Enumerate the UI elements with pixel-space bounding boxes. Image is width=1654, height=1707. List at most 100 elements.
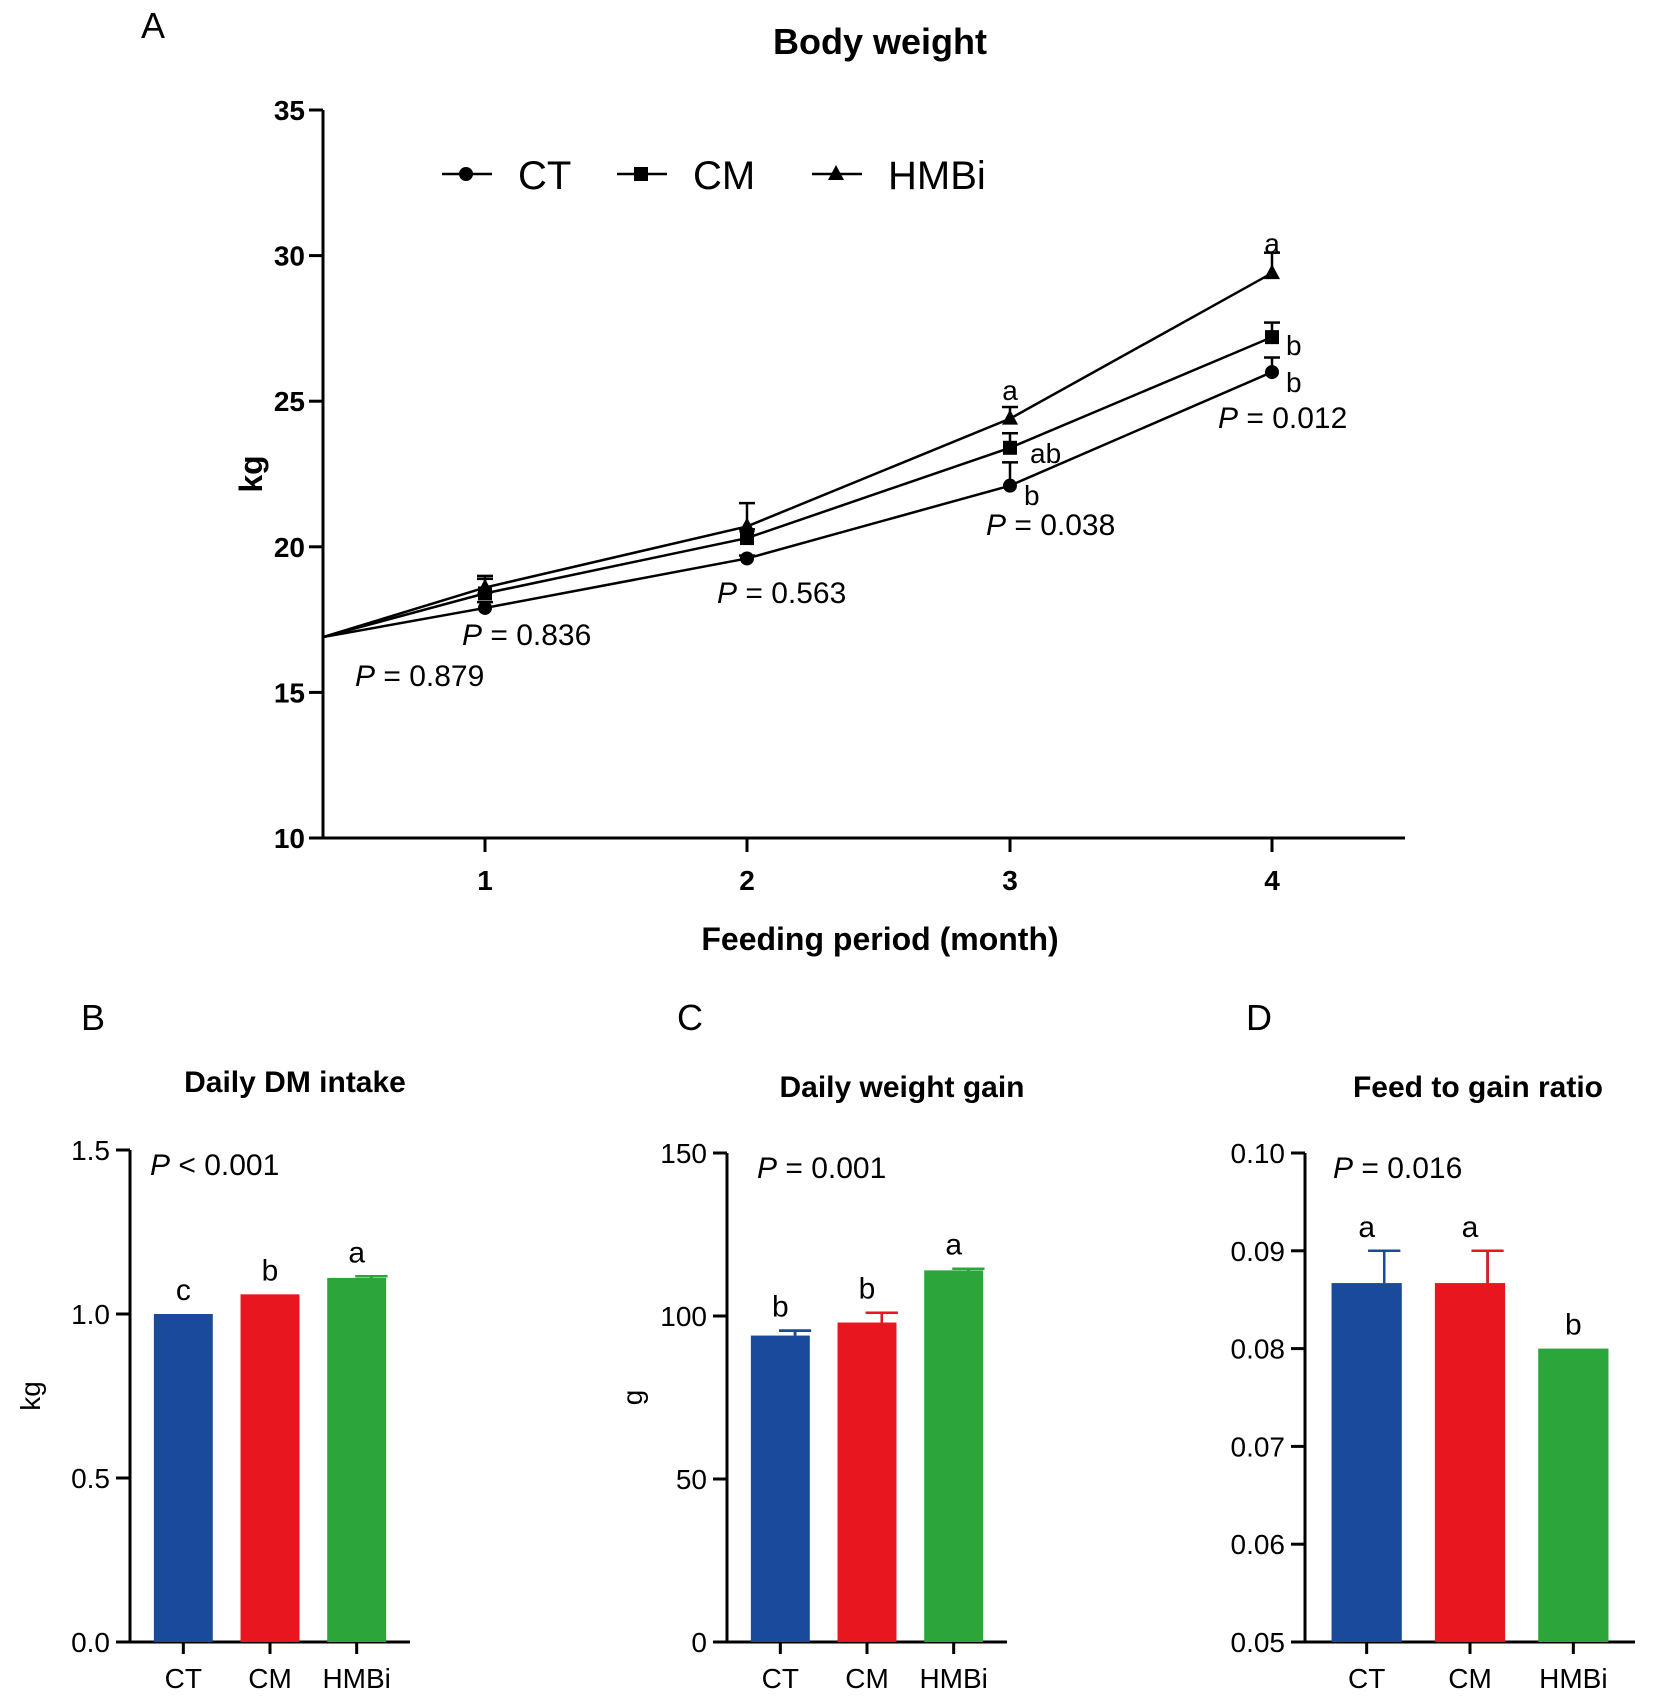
p-value-a-0: P = 0.879 [355, 660, 484, 693]
chart-b-y-tick-label: 0.5 [71, 1463, 110, 1494]
legend-label-hmbi: HMBi [888, 154, 986, 198]
bar-c-hmbi [924, 1270, 984, 1642]
p-value-a-2: P = 0.563 [717, 577, 846, 610]
bar-b-ct [153, 1314, 213, 1642]
sig-letter-m4-hmbi: a [1264, 228, 1280, 259]
p-value-a-2-value: = 0.563 [737, 577, 846, 610]
chart-d-x-tick-label: CT [1348, 1663, 1385, 1694]
chart-d-y-tick-label: 0.07 [1231, 1431, 1286, 1462]
p-value-a-4-value: = 0.012 [1238, 402, 1347, 435]
p-value-a-1-symbol: P [462, 619, 482, 652]
chart-c-y-label: g [617, 1390, 648, 1406]
chart-b-x-tick-label: CT [165, 1663, 202, 1694]
chart-d-title: Feed to gain ratio [1353, 1071, 1603, 1104]
p-value-a-3: P = 0.038 [986, 509, 1115, 542]
marker-ct [1003, 478, 1017, 493]
sig-letter-m3-ct: b [1024, 480, 1040, 511]
chart-c-y-tick-label: 0 [691, 1627, 707, 1658]
legend-marker-hmbi [828, 165, 844, 180]
p-value-a-0-value: = 0.879 [375, 660, 484, 693]
sig-letter-b-hmbi: a [348, 1236, 365, 1269]
sig-letter-m4-cm: b [1286, 330, 1302, 361]
chart-d-y-tick-label: 0.10 [1231, 1138, 1286, 1169]
chart-d-y-tick-label: 0.08 [1231, 1334, 1286, 1365]
chart-d-y-tick-label: 0.09 [1231, 1236, 1286, 1267]
panel-label-c: C [677, 997, 703, 1038]
chart-a-y-tick-label: 15 [274, 677, 305, 708]
panel-label-b: B [81, 997, 105, 1038]
chart-c-x-tick-label: CT [762, 1663, 799, 1694]
chart-d-y-tick-label: 0.06 [1231, 1529, 1286, 1560]
bar-d-hmbi [1538, 1348, 1609, 1642]
sig-letter-d-ct: a [1358, 1211, 1375, 1244]
chart-c-y-tick-label: 100 [660, 1301, 707, 1332]
sig-letter-c-cm: b [859, 1273, 876, 1306]
bar-d-cm [1434, 1283, 1506, 1642]
p-value-b: P < 0.001 [150, 1149, 279, 1182]
chart-c-y-tick-label: 150 [660, 1138, 707, 1169]
bar-b-cm [240, 1294, 300, 1642]
marker-cm [1265, 330, 1279, 345]
chart-c-y-tick-label: 50 [676, 1464, 707, 1495]
chart-b-y-tick-label: 1.5 [71, 1135, 110, 1166]
chart-c-x-tick-label: HMBi [919, 1663, 987, 1694]
chart-a-x-tick-label: 2 [739, 865, 755, 896]
sig-letter-c-ct: b [772, 1291, 789, 1324]
chart-d-x-tick-label: CM [1448, 1663, 1492, 1694]
marker-hmbi [1002, 409, 1018, 425]
chart-a-y-tick-label: 25 [274, 386, 305, 417]
p-value-a-0-symbol: P [355, 660, 375, 693]
chart-c-title: Daily weight gain [779, 1071, 1024, 1104]
p-value-c: P = 0.001 [757, 1152, 886, 1185]
p-value-d-value: = 0.016 [1353, 1152, 1462, 1185]
chart-d-y-tick-label: 0.05 [1231, 1627, 1286, 1658]
sig-letter-d-cm: a [1462, 1211, 1479, 1244]
chart-a-title: Body weight [773, 21, 987, 62]
chart-d-x-tick-label: HMBi [1539, 1663, 1607, 1694]
chart-a-y-tick-label: 35 [274, 95, 305, 126]
bar-d-ct [1331, 1283, 1402, 1642]
panel-label-a: A [141, 5, 165, 46]
legend-marker-ct [459, 167, 473, 181]
marker-hmbi [477, 578, 493, 594]
p-value-a-4: P = 0.012 [1218, 402, 1347, 435]
bar-b-hmbi [327, 1277, 387, 1642]
p-value-a-1-value: = 0.836 [482, 619, 591, 652]
p-value-c-value: = 0.001 [777, 1152, 886, 1185]
chart-b-x-tick-label: CM [248, 1663, 292, 1694]
marker-ct [740, 551, 754, 566]
marker-hmbi [739, 517, 755, 533]
chart-a-x-tick-label: 4 [1264, 865, 1280, 896]
chart-a-x-tick-label: 1 [477, 865, 493, 896]
chart-a-y-tick-label: 10 [274, 823, 305, 854]
p-value-a-3-symbol: P [986, 509, 1006, 542]
chart-b-title: Daily DM intake [184, 1066, 406, 1099]
p-value-a-3-value: = 0.038 [1006, 509, 1115, 542]
legend-marker-cm [634, 167, 648, 181]
marker-ct [478, 600, 492, 615]
bar-c-cm [837, 1322, 897, 1642]
chart-b-y-tick-label: 0.0 [71, 1627, 110, 1658]
bar-c-ct [750, 1335, 810, 1642]
marker-hmbi [1264, 264, 1280, 280]
p-value-d-symbol: P [1333, 1152, 1353, 1185]
p-value-d: P = 0.016 [1333, 1152, 1462, 1185]
chart-a-y-tick-label: 30 [274, 241, 305, 272]
chart-a-x-label: Feeding period (month) [701, 921, 1058, 957]
sig-letter-b-ct: c [176, 1274, 191, 1307]
marker-cm [1003, 440, 1017, 455]
p-value-a-4-symbol: P [1218, 402, 1238, 435]
legend-label-cm: CM [693, 154, 755, 198]
marker-ct [1265, 365, 1279, 380]
sig-letter-b-cm: b [262, 1254, 279, 1287]
legend-label-ct: CT [518, 154, 571, 198]
chart-a-y-tick-label: 20 [274, 532, 305, 563]
chart-b-y-tick-label: 1.0 [71, 1299, 110, 1330]
panel-label-d: D [1246, 997, 1272, 1038]
chart-c-x-tick-label: CM [845, 1663, 889, 1694]
sig-letter-d-hmbi: b [1565, 1309, 1582, 1342]
sig-letter-m3-hmbi: a [1002, 375, 1018, 406]
sig-letter-m3-cm: ab [1030, 438, 1061, 469]
p-value-c-symbol: P [757, 1152, 777, 1185]
p-value-b-symbol: P [150, 1149, 170, 1182]
